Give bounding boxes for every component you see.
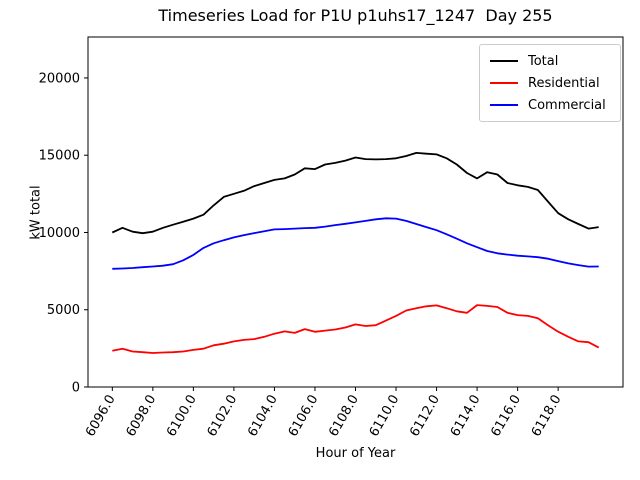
legend-label-total: Total [528,53,559,69]
legend-label-commercial: Commercial [528,97,606,113]
y-tick-label: 0 [72,381,80,396]
x-tick-label: 6112.0 [407,393,443,440]
legend-entry-residential: Residential [490,72,612,94]
y-tick-label: 10000 [39,226,80,241]
x-tick-label: 6110.0 [367,393,403,440]
series-line-residential [112,304,600,354]
x-tick-label: 6116.0 [488,393,524,440]
legend-line-swatch-commercial [490,104,518,106]
x-tick-label: 6108.0 [326,393,362,440]
x-tick-label: 6098.0 [124,393,160,440]
x-tick-label: 6096.0 [83,393,119,440]
x-tick-label: 6114.0 [448,393,484,440]
x-tick-label: 6102.0 [205,393,241,440]
y-tick-label: 5000 [47,303,80,318]
legend-entry-total: Total [490,50,612,72]
legend-entry-commercial: Commercial [490,94,612,116]
y-tick-label: 20000 [39,71,80,86]
legend: Total Residential Commercial [479,44,621,122]
x-axis-label: Hour of Year [315,446,396,461]
legend-label-residential: Residential [528,75,600,91]
legend-line-swatch-total [490,60,518,62]
x-tick-label: 6104.0 [245,393,281,440]
series-line-total [111,151,599,235]
x-tick-label: 6118.0 [529,393,565,440]
x-tick-label: 6106.0 [286,393,322,440]
chart-title: Timeseries Load for P1U p1uhs17_1247 Day… [158,6,553,25]
legend-line-swatch-residential [490,82,518,84]
series-line-commercial [112,217,599,270]
y-tick-label: 15000 [39,149,80,164]
y-axis-label: kW total [28,185,44,240]
x-tick-label: 6100.0 [164,393,200,440]
